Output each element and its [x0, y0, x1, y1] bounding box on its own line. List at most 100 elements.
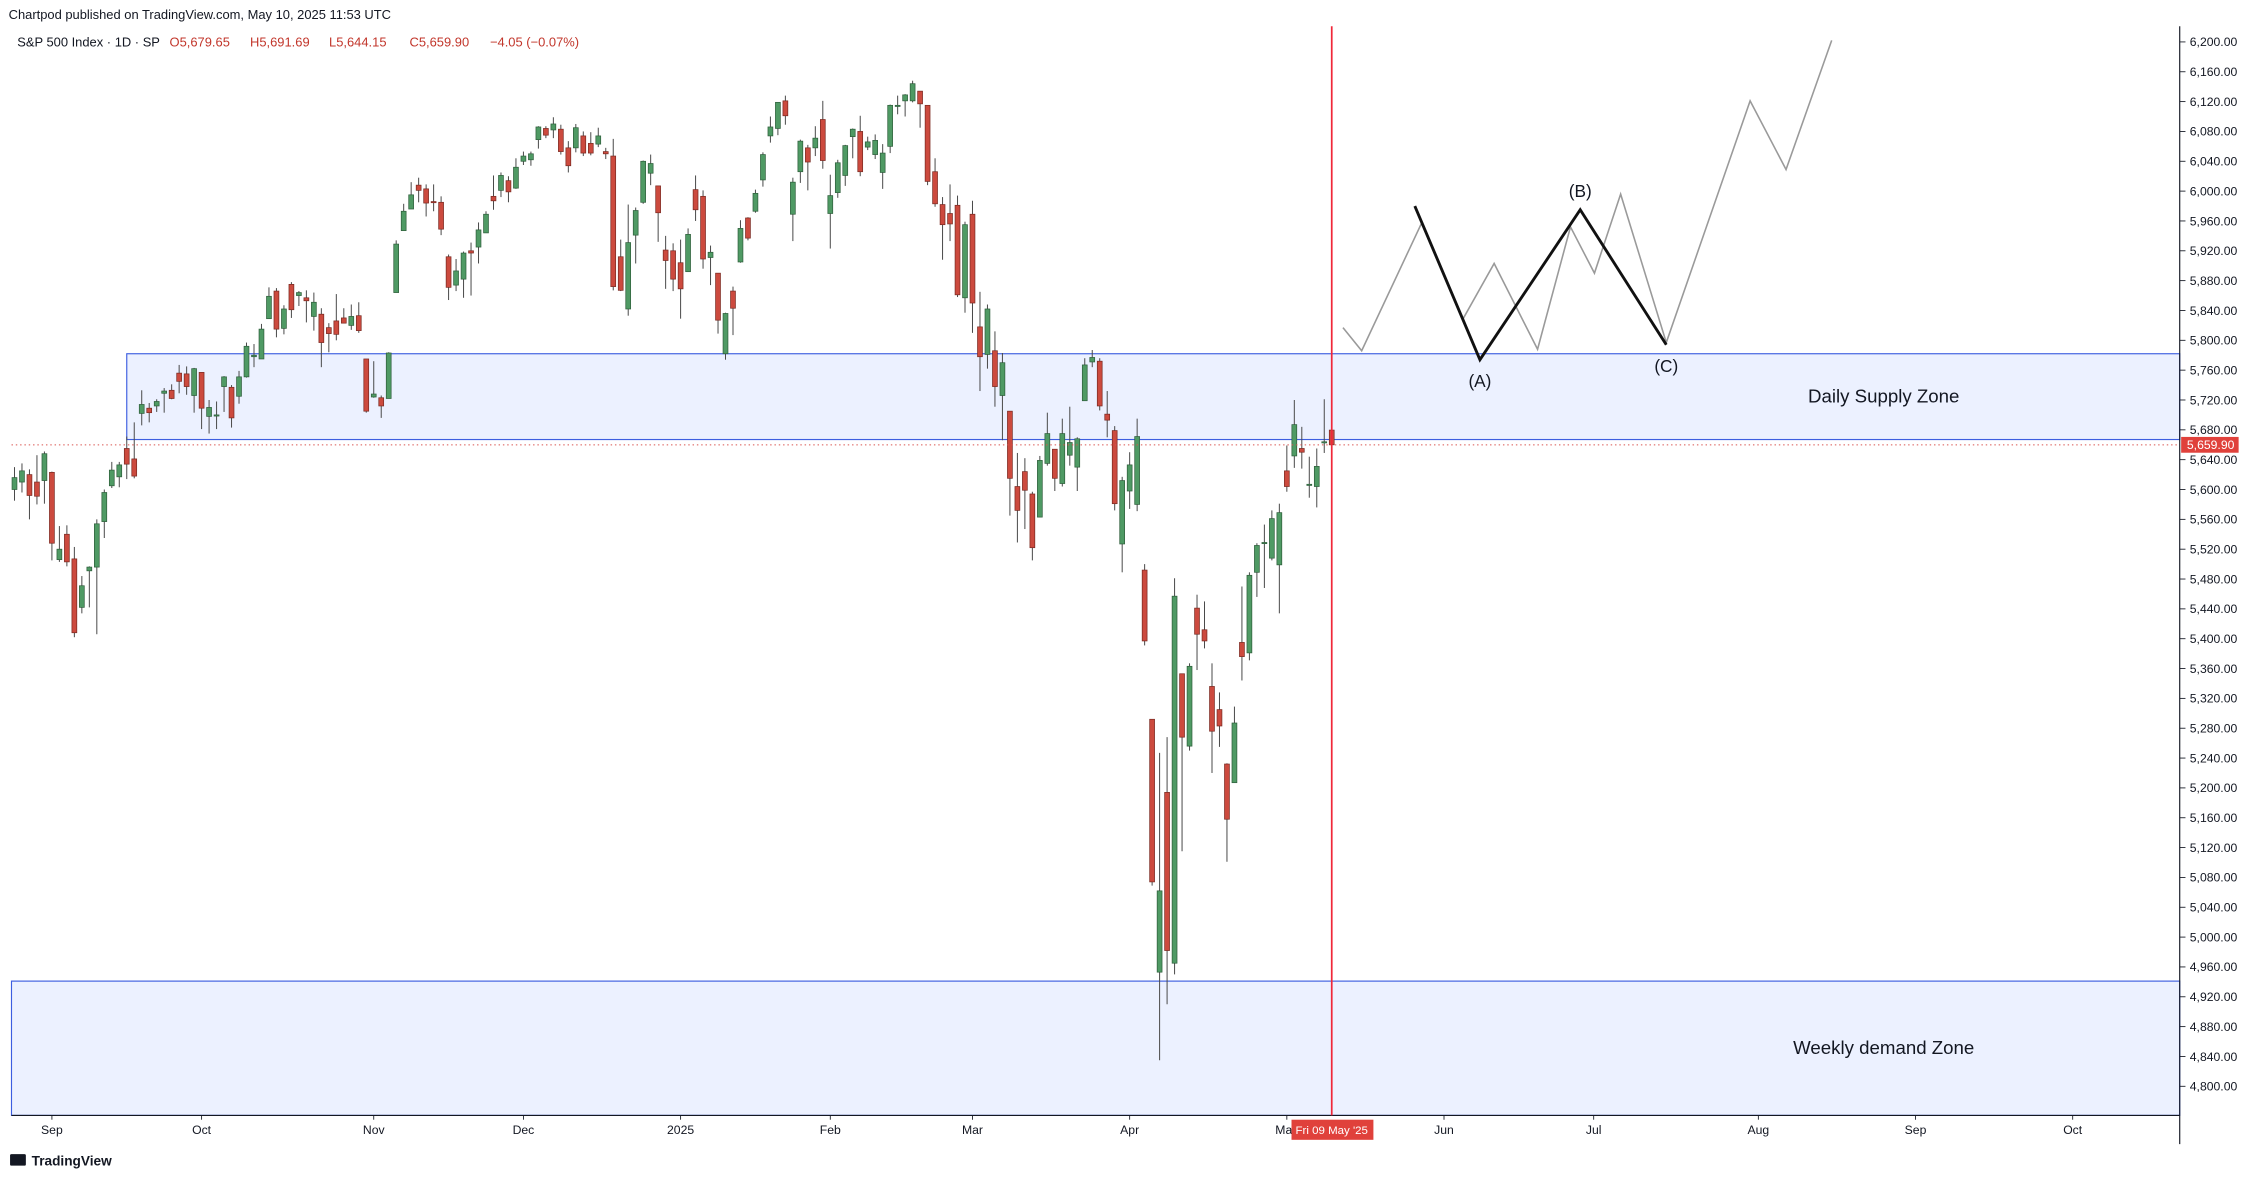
candle-body: [1037, 460, 1043, 518]
candle-body: [864, 141, 871, 148]
candle-body: [827, 195, 834, 214]
candle-body: [1231, 722, 1238, 784]
candle-body: [812, 137, 819, 149]
y-tick-label: 5,880.00: [2190, 274, 2238, 288]
candle-body: [1269, 518, 1275, 559]
candle-body: [161, 390, 167, 394]
x-tick-label: Sep: [41, 1123, 63, 1137]
candle-body: [348, 316, 355, 326]
candle-body: [977, 326, 983, 358]
brand: TradingView: [32, 1154, 112, 1169]
candle-body: [228, 386, 235, 419]
x-tick-label: Oct: [2063, 1123, 2083, 1137]
candle-body: [1059, 433, 1066, 484]
candle-body: [168, 389, 175, 399]
candle-body: [700, 195, 706, 260]
candle-body: [1141, 569, 1148, 642]
candle-body: [438, 201, 444, 230]
publisher: Chartpod published on TradingView.com, M…: [9, 7, 391, 22]
candle-body: [191, 368, 197, 396]
candle-body: [483, 213, 489, 234]
candle-body: [86, 566, 93, 572]
candle-body: [1096, 360, 1103, 407]
candle-body: [213, 414, 220, 417]
candle-body: [917, 90, 923, 105]
candle-body: [580, 135, 587, 154]
candle-body: [647, 163, 654, 174]
brand-logo: [10, 1154, 26, 1166]
candle-body: [1224, 763, 1230, 820]
candle-body: [198, 372, 205, 409]
candle-body: [1299, 448, 1305, 453]
candle-body: [1104, 413, 1111, 421]
y-tick-label: 5,760.00: [2190, 363, 2238, 377]
candle-body: [258, 328, 265, 360]
candle-body: [790, 181, 796, 215]
y-tick-label: 5,400.00: [2190, 632, 2238, 646]
candle-body: [1164, 792, 1170, 951]
y-tick-label: 4,960.00: [2190, 960, 2238, 974]
candle-body: [445, 256, 452, 288]
candle-body: [318, 313, 325, 343]
candle-body: [1149, 718, 1155, 883]
candle-body: [1321, 441, 1328, 444]
candle-body: [1044, 433, 1051, 464]
candle-body: [108, 469, 115, 487]
candle-body: [962, 224, 968, 299]
y-tick-label: 5,200.00: [2190, 781, 2238, 795]
date-marker-label: Fri 09 May '25: [1296, 1125, 1368, 1137]
y-tick-label: 6,160.00: [2190, 65, 2238, 79]
candle-body: [610, 155, 617, 287]
y-tick-label: 5,080.00: [2190, 871, 2238, 885]
y-tick-label: 6,000.00: [2190, 184, 2238, 198]
candle-body: [311, 301, 317, 317]
candle-body: [887, 104, 893, 147]
candle-body: [176, 372, 182, 382]
candle-body: [999, 362, 1006, 396]
candle-body: [1186, 665, 1193, 747]
y-tick-label: 6,040.00: [2190, 155, 2238, 169]
pattern-label: (B): [1569, 181, 1592, 201]
y-tick-label: 4,800.00: [2190, 1080, 2238, 1094]
candle-body: [153, 401, 160, 407]
candle-body: [909, 83, 916, 102]
candle-body: [378, 397, 385, 407]
y-tick-label: 4,880.00: [2190, 1020, 2238, 1034]
candle-body: [932, 171, 938, 205]
zone: [10, 980, 2181, 1116]
candle-body: [767, 126, 774, 137]
candle-body: [640, 160, 646, 203]
candle-body: [34, 481, 40, 497]
x-tick-label: Jul: [1586, 1123, 1602, 1137]
candle-body: [206, 407, 212, 417]
y-tick-label: 5,120.00: [2190, 841, 2238, 855]
candle-body: [1171, 595, 1178, 964]
candle-body: [842, 145, 849, 176]
y-tick-label: 6,200.00: [2190, 35, 2238, 49]
candle-body: [670, 250, 676, 280]
candle-body: [1313, 466, 1320, 487]
candle-body: [505, 180, 512, 193]
candle-body: [677, 262, 684, 290]
last-price-box: [2181, 436, 2239, 453]
candle-body: [296, 292, 302, 296]
candle-body: [992, 350, 998, 387]
candle-body: [273, 290, 280, 330]
candle-body: [722, 313, 729, 355]
candle-body: [400, 210, 407, 232]
candle-body: [617, 256, 624, 291]
candle-body: [1089, 357, 1096, 363]
candle-body: [782, 100, 789, 117]
candle-body: [281, 308, 287, 329]
candle-body: [1156, 890, 1163, 973]
candle-body: [969, 213, 976, 304]
candle-body: [1306, 483, 1313, 486]
pattern-label: (A): [1468, 371, 1491, 391]
candle-body: [11, 477, 18, 490]
candle-body: [625, 242, 632, 310]
y-tick-label: 5,160.00: [2190, 811, 2238, 825]
candle-body: [138, 404, 145, 414]
candle-body: [355, 315, 362, 331]
zone-label: Weekly demand Zone: [1793, 1037, 1974, 1058]
